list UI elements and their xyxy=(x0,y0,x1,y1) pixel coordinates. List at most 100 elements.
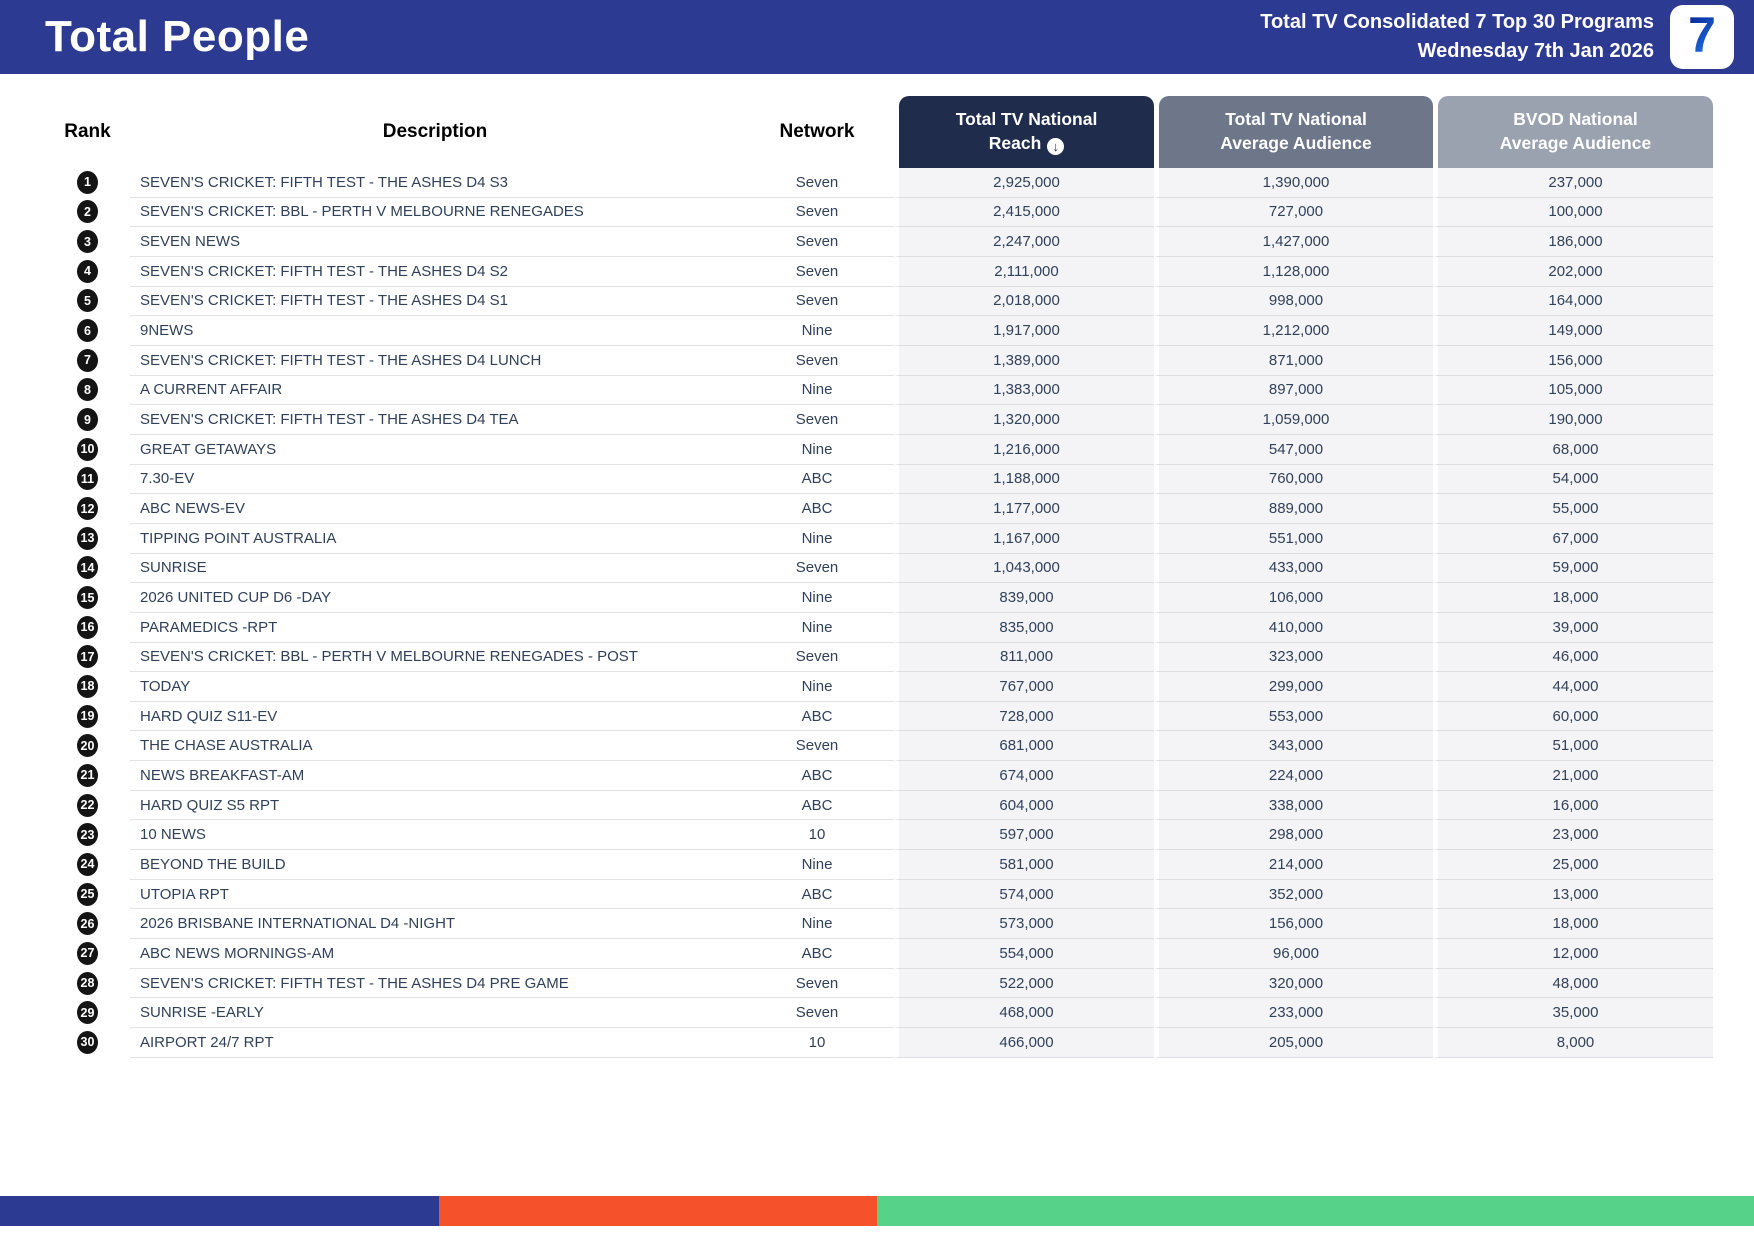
program-description: SEVEN'S CRICKET: FIFTH TEST - THE ASHES … xyxy=(130,346,740,376)
total-tv-reach-value: 466,000 xyxy=(894,1028,1154,1058)
total-tv-average-audience-value: 871,000 xyxy=(1154,345,1433,376)
total-tv-reach-value: 1,177,000 xyxy=(894,494,1154,524)
total-tv-reach-value: 811,000 xyxy=(894,642,1154,673)
total-tv-average-audience-value: 1,427,000 xyxy=(1154,227,1433,257)
total-tv-reach-value: 767,000 xyxy=(894,672,1154,702)
rank-cell: 9 xyxy=(45,405,130,435)
rank-badge: 27 xyxy=(77,941,98,965)
table-row: 4 SEVEN'S CRICKET: FIFTH TEST - THE ASHES… xyxy=(45,256,1754,287)
total-tv-average-audience-value: 320,000 xyxy=(1154,968,1433,999)
rank-badge: 18 xyxy=(77,674,98,698)
network-value: Nine xyxy=(740,435,894,465)
program-description: SUNRISE xyxy=(130,554,740,584)
column-header-total-tv-reach[interactable]: Total TV National Reach ↓ xyxy=(899,96,1154,168)
rank-cell: 6 xyxy=(45,316,130,346)
bvod-average-audience-value: 16,000 xyxy=(1433,790,1713,821)
rank-badge: 7 xyxy=(77,348,98,372)
total-tv-reach-value: 839,000 xyxy=(894,583,1154,613)
footer-color-bar xyxy=(0,1196,1754,1226)
program-description: SUNRISE -EARLY xyxy=(130,998,740,1029)
column-header-bvod-average-audience: BVOD National Average Audience xyxy=(1438,96,1713,168)
rank-cell: 28 xyxy=(45,969,130,999)
table-row: 7 SEVEN'S CRICKET: FIFTH TEST - THE ASHES… xyxy=(45,345,1754,376)
rank-badge: 6 xyxy=(77,319,98,343)
program-description: 2026 BRISBANE INTERNATIONAL D4 -NIGHT xyxy=(130,909,740,940)
total-tv-average-audience-value: 547,000 xyxy=(1154,434,1433,465)
total-tv-reach-value: 1,167,000 xyxy=(894,523,1154,554)
rank-cell: 24 xyxy=(45,850,130,880)
table-row: 1 SEVEN'S CRICKET: FIFTH TEST - THE ASHES… xyxy=(45,168,1754,198)
table-row: 16 PARAMEDICS -RPT Nine 835,000 410,000 39,00… xyxy=(45,612,1754,643)
total-tv-reach-value: 2,111,000 xyxy=(894,256,1154,287)
network-value: Seven xyxy=(740,405,894,435)
table-row: 25 UTOPIA RPT ABC 574,000 352,000 13,000 xyxy=(45,879,1754,910)
total-tv-average-audience-value: 338,000 xyxy=(1154,790,1433,821)
total-tv-reach-value: 681,000 xyxy=(894,731,1154,762)
network-value: Seven xyxy=(740,346,894,376)
total-tv-reach-value: 468,000 xyxy=(894,998,1154,1029)
total-tv-reach-value: 2,925,000 xyxy=(894,168,1154,198)
column-header-network: Network xyxy=(779,121,855,142)
bvod-average-audience-value: 21,000 xyxy=(1433,761,1713,791)
rank-badge: 19 xyxy=(77,704,98,728)
rank-cell: 11 xyxy=(45,465,130,495)
rank-badge: 22 xyxy=(77,793,98,817)
total-tv-average-audience-value: 889,000 xyxy=(1154,494,1433,524)
rank-badge: 3 xyxy=(77,230,98,254)
report-date: Wednesday 7th Jan 2026 xyxy=(1417,40,1654,62)
total-tv-reach-value: 581,000 xyxy=(894,850,1154,880)
table-row: 20 THE CHASE AUSTRALIA Seven 681,000 343,000… xyxy=(45,731,1754,762)
bvod-average-audience-value: 48,000 xyxy=(1433,968,1713,999)
bvod-average-audience-value: 202,000 xyxy=(1433,256,1713,287)
page-title: Total People xyxy=(45,12,310,61)
bvod-average-audience-value: 25,000 xyxy=(1433,850,1713,880)
total-tv-average-audience-value: 299,000 xyxy=(1154,672,1433,702)
rank-cell: 8 xyxy=(45,376,130,406)
rank-badge: 12 xyxy=(77,497,98,521)
network-value: ABC xyxy=(740,761,894,791)
total-tv-average-audience-value: 998,000 xyxy=(1154,286,1433,317)
rank-cell: 1 xyxy=(45,168,130,198)
total-tv-average-audience-value: 727,000 xyxy=(1154,197,1433,228)
rank-badge: 20 xyxy=(77,734,98,758)
total-tv-average-audience-value: 298,000 xyxy=(1154,820,1433,851)
program-description: THE CHASE AUSTRALIA xyxy=(130,731,740,762)
rank-badge: 10 xyxy=(77,437,98,461)
total-tv-reach-value: 1,389,000 xyxy=(894,345,1154,376)
total-tv-reach-value: 1,320,000 xyxy=(894,405,1154,435)
total-tv-average-audience-value: 1,390,000 xyxy=(1154,168,1433,198)
column-header-rank: Rank xyxy=(64,121,111,142)
table-row: 9 SEVEN'S CRICKET: FIFTH TEST - THE ASHES… xyxy=(45,405,1754,435)
rank-badge: 21 xyxy=(77,763,98,787)
total-tv-average-audience-value: 1,059,000 xyxy=(1154,405,1433,435)
network-value: Seven xyxy=(740,168,894,198)
program-description: SEVEN'S CRICKET: FIFTH TEST - THE ASHES … xyxy=(130,287,740,317)
table-row: 24 BEYOND THE BUILD Nine 581,000 214,000 25,0… xyxy=(45,850,1754,880)
table-row: 5 SEVEN'S CRICKET: FIFTH TEST - THE ASHES… xyxy=(45,286,1754,317)
network-value: Seven xyxy=(740,731,894,762)
rank-cell: 5 xyxy=(45,287,130,317)
program-description: ABC NEWS MORNINGS-AM xyxy=(130,939,740,969)
bvod-average-audience-value: 100,000 xyxy=(1433,197,1713,228)
rank-badge: 4 xyxy=(77,259,98,283)
table-row: 15 2026 UNITED CUP D6 -DAY Nine 839,000 106,… xyxy=(45,583,1754,613)
network-value: Nine xyxy=(740,613,894,643)
table-row: 23 10 NEWS 10 597,000 298,000 23,000 xyxy=(45,820,1754,851)
program-description: TIPPING POINT AUSTRALIA xyxy=(130,524,740,554)
program-description: NEWS BREAKFAST-AM xyxy=(130,761,740,791)
rank-badge: 9 xyxy=(77,408,98,432)
total-tv-average-audience-value: 233,000 xyxy=(1154,998,1433,1029)
rank-cell: 13 xyxy=(45,524,130,554)
rank-badge: 5 xyxy=(77,289,98,313)
table-row: 6 9NEWS Nine 1,917,000 1,212,000 149,000 xyxy=(45,316,1754,346)
rank-badge: 15 xyxy=(77,586,98,610)
network-value: Nine xyxy=(740,672,894,702)
rank-badge: 11 xyxy=(77,467,98,491)
program-description: A CURRENT AFFAIR xyxy=(130,376,740,406)
total-tv-reach-value: 554,000 xyxy=(894,939,1154,969)
rank-cell: 21 xyxy=(45,761,130,791)
program-description: SEVEN'S CRICKET: BBL - PERTH V MELBOURNE… xyxy=(130,198,740,228)
bvod-average-audience-value: 105,000 xyxy=(1433,375,1713,406)
bvod-average-audience-value: 237,000 xyxy=(1433,168,1713,198)
total-tv-reach-value: 574,000 xyxy=(894,879,1154,910)
